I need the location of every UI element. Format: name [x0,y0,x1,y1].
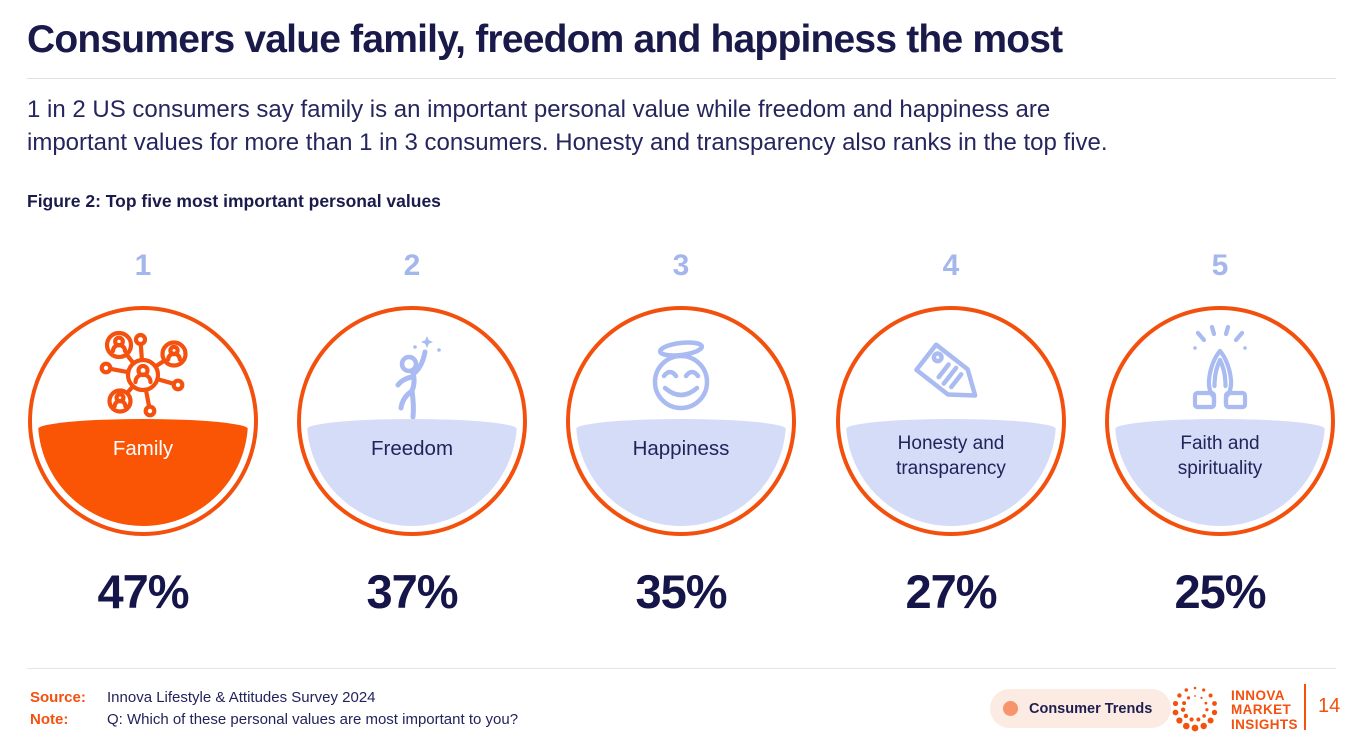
page-title: Consumers value family, freedom and happ… [27,18,1063,61]
value-fill: Honesty and transparency [846,418,1056,526]
value-circle: Happiness [566,306,796,536]
circle-inner: Family [38,316,248,526]
source-note-block: Source: Innova Lifestyle & Attitudes Sur… [30,687,518,731]
header-divider [27,78,1336,79]
value-percent: 37% [366,565,458,618]
subtitle-line: 1 in 2 US consumers say family is an imp… [27,96,1051,123]
page-number-divider [1304,684,1306,730]
family-network-icon [93,322,193,427]
value-fill: Faith and spirituality [1115,418,1325,526]
innova-dotted-circle-icon [1168,681,1222,740]
value-percent: 25% [1174,565,1266,618]
value-circle: Freedom [297,306,527,536]
source-row: Source: Innova Lifestyle & Attitudes Sur… [30,687,518,709]
value-item-faith: 5 Fai [1105,248,1335,619]
subtitle-line: important values for more than 1 in 3 co… [27,129,1108,156]
value-percent: 47% [97,565,189,618]
value-percent: 35% [635,565,727,618]
badge-dot-icon [1003,701,1018,716]
circle-inner: Freedom [307,316,517,526]
value-fill: Happiness [576,418,786,526]
value-label: Faith and spirituality [1177,432,1263,479]
rank-number: 2 [403,249,421,282]
source-label: Source: [30,689,86,706]
value-circle: Family [28,306,258,536]
value-label: Happiness [632,436,730,460]
footer-divider [27,668,1336,669]
consumer-trends-badge: Consumer Trends [990,689,1172,728]
rank-number: 1 [134,249,152,282]
value-item-honesty: 4 Honesty and transparency [836,248,1066,619]
value-fill: Family [38,418,248,526]
leaping-person-star-icon [367,328,457,428]
value-item-happiness: 3 Happiness 35% [566,248,796,619]
praying-hands-icon [1170,324,1270,429]
value-fill: Freedom [307,418,517,526]
rank-number: 3 [672,249,690,282]
logo-line: INSIGHTS [1231,716,1298,732]
logo-line: INNOVA [1231,687,1285,703]
value-item-family: 1 Family [28,248,258,619]
source-text: Innova Lifestyle & Attitudes Survey 2024 [107,689,376,706]
value-percent: 27% [905,565,997,618]
badge-label: Consumer Trends [1029,700,1153,717]
value-item-freedom: 2 Freedom 37% [297,248,527,619]
value-label: Freedom [370,436,454,460]
smiley-halo-icon [636,334,726,424]
slide-subtitle: 1 in 2 US consumers say family is an imp… [27,93,1108,159]
value-label: Honesty and transparency [896,432,1006,479]
note-label: Note: [30,711,69,728]
figure-caption: Figure 2: Top five most important person… [27,191,441,211]
price-tag-icon [904,332,999,427]
circle-inner: Honesty and transparency [846,316,1056,526]
circle-inner: Faith and spirituality [1115,316,1325,526]
value-label: Family [112,436,174,460]
value-circle: Honesty and transparency [836,306,1066,536]
rank-number: 4 [942,249,960,282]
innova-logo-text: INNOVA MARKET INSIGHTS [1231,687,1298,733]
note-text: Q: Which of these personal values are mo… [107,711,519,728]
note-row: Note: Q: Which of these personal values … [30,709,518,731]
value-circle: Faith and spirituality [1105,306,1335,536]
circle-inner: Happiness [576,316,786,526]
logo-line: MARKET [1231,702,1292,718]
innova-logo: INNOVA MARKET INSIGHTS [1168,681,1298,740]
rank-number: 5 [1211,249,1229,282]
page-number: 14 [1318,695,1341,717]
